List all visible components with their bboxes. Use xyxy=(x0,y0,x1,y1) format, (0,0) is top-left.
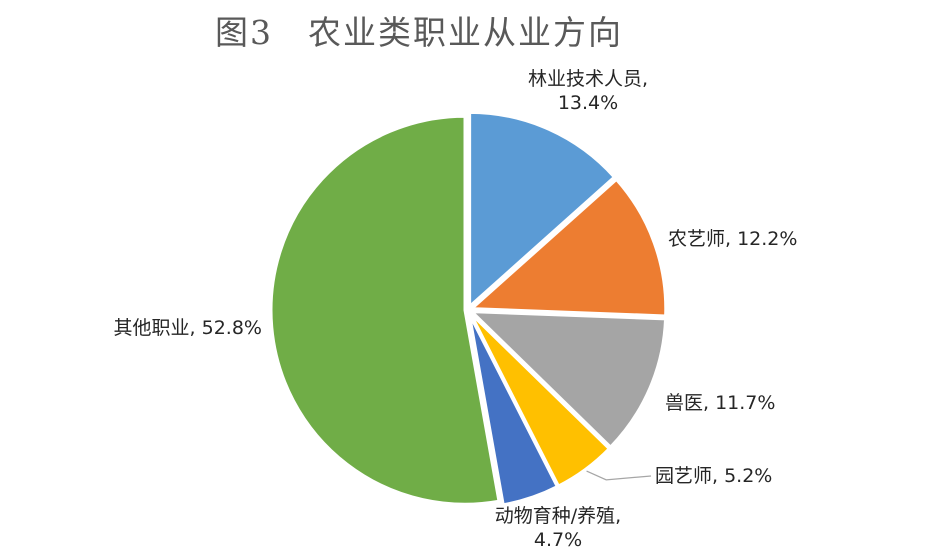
data-label-line: 4.7% xyxy=(534,529,582,551)
data-label-line: 其他职业, 52.8% xyxy=(114,317,262,339)
data-label: 动物育种/养殖, 4.7% xyxy=(495,505,621,551)
data-label: 农艺师, 12.2% xyxy=(668,228,797,250)
data-label: 园艺师, 5.2% xyxy=(655,465,772,487)
data-labels: 林业技术人员, 13.4% 农艺师, 12.2% 兽医, 11.7% 园艺师, 5.2%… xyxy=(114,68,798,551)
chart-title: 图3 农业类职业从业方向 xyxy=(215,13,623,52)
data-label-line: 动物育种/养殖, xyxy=(495,505,621,527)
data-label-line: 林业技术人员, xyxy=(528,68,648,90)
pie-slice xyxy=(467,313,560,507)
pie-slice xyxy=(269,114,501,506)
leader-line xyxy=(586,470,652,481)
data-label-line: 农艺师, 12.2% xyxy=(668,228,797,250)
data-label: 林业技术人员, 13.4% xyxy=(528,68,648,114)
pie-slices xyxy=(269,110,668,507)
pie-slice xyxy=(468,110,617,310)
pie-slice xyxy=(467,309,668,450)
leader-lines xyxy=(586,470,652,481)
pie-slice xyxy=(467,177,668,318)
data-label-line: 兽医, 11.7% xyxy=(665,392,775,414)
data-label: 其他职业, 52.8% xyxy=(114,317,262,339)
data-label: 兽医, 11.7% xyxy=(665,392,775,414)
data-label-line: 园艺师, 5.2% xyxy=(655,465,772,487)
data-label-line: 13.4% xyxy=(558,92,618,114)
